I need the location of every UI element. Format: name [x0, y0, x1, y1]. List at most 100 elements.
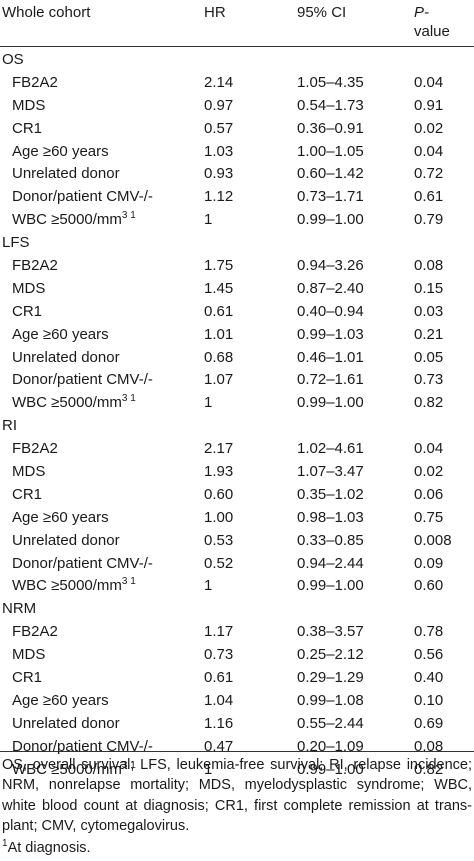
- hr-value: 0.53: [204, 531, 234, 549]
- row-label-text: Age ≥60 years: [12, 508, 109, 526]
- table-row: WBC ≥5000/mm3 1 1 0.99–1.00 0.60: [0, 575, 474, 598]
- p-value: 0.60: [414, 577, 444, 595]
- table-row: CR1 0.57 0.36–0.91 0.02: [0, 118, 474, 141]
- row-label-text: CR1: [12, 119, 43, 137]
- row-label: Unrelated donor: [12, 530, 120, 553]
- ci-value: 0.99–1.03: [297, 325, 364, 343]
- p-value: 0.69: [414, 714, 444, 732]
- row-label: MDS: [12, 278, 45, 301]
- hr-value: 1.17: [204, 623, 234, 641]
- p-value: 0.02: [414, 463, 444, 481]
- row-label-text: Unrelated donor: [12, 531, 120, 549]
- p-value: 0.02: [414, 119, 444, 137]
- ci-value: 0.94–2.44: [297, 554, 364, 572]
- row-label: WBC ≥5000/mm3 1: [12, 209, 136, 232]
- row-label-superscript: 3 1: [121, 210, 136, 222]
- p-value: 0.82: [414, 760, 444, 778]
- row-label-text: WBC ≥5000/mm: [12, 760, 122, 778]
- row-label: CR1: [12, 667, 42, 690]
- table-bottom-rule: [0, 751, 474, 752]
- p-value: 0.05: [414, 348, 444, 366]
- table-row: Donor/patient CMV-/- 0.52 0.94–2.44 0.09: [0, 553, 474, 576]
- hr-value: 1: [204, 760, 213, 778]
- ci-value: 0.20–1.09: [297, 737, 364, 755]
- ci-value: 0.55–2.44: [297, 714, 364, 732]
- header-value-word: value: [414, 23, 450, 40]
- table-row: FB2A2 2.14 1.05–4.35 0.04: [0, 72, 474, 95]
- table-row: Age ≥60 years 1.04 0.99–1.08 0.10: [0, 690, 474, 713]
- hr-value: 0.57: [204, 119, 234, 137]
- header-hr: HR: [204, 4, 226, 21]
- table-row: Donor/patient CMV-/- 1.07 0.72–1.61 0.73: [0, 369, 474, 392]
- ci-value: 1.07–3.47: [297, 463, 364, 481]
- p-value: 0.75: [414, 508, 444, 526]
- section-row: OS: [0, 49, 474, 72]
- row-label: Age ≥60 years: [12, 141, 109, 164]
- ci-value: 0.99–1.00: [297, 394, 364, 412]
- row-label-text: FB2A2: [12, 257, 58, 275]
- table-row: MDS 1.45 0.87–2.40 0.15: [0, 278, 474, 301]
- p-value: 0.08: [414, 257, 444, 275]
- row-label-text: Age ≥60 years: [12, 691, 109, 709]
- ci-value: 0.98–1.03: [297, 508, 364, 526]
- footnote-line: plant; CMV, cytomegalovirus.: [2, 818, 190, 835]
- row-label-text: Unrelated donor: [12, 348, 120, 366]
- row-label-text: Unrelated donor: [12, 165, 120, 183]
- ci-value: 0.33–0.85: [297, 531, 364, 549]
- footnote-line: OS, overall survival; LFS, leukemia-free…: [2, 757, 472, 773]
- table-row: Age ≥60 years 1.01 0.99–1.03 0.21: [0, 324, 474, 347]
- row-label-text: Age ≥60 years: [12, 325, 109, 343]
- ci-value: 1.05–4.35: [297, 73, 364, 91]
- ci-value: 1.00–1.05: [297, 142, 364, 160]
- ci-value: 0.99–1.00: [297, 760, 364, 778]
- ci-value: 0.72–1.61: [297, 371, 364, 389]
- ci-value: 0.36–0.91: [297, 119, 364, 137]
- row-label-text: Donor/patient CMV-/-: [12, 737, 153, 755]
- table-row: FB2A2 2.17 1.02–4.61 0.04: [0, 438, 474, 461]
- note-text: At diagnosis.: [7, 840, 91, 856]
- hr-value: 2.14: [204, 73, 234, 91]
- row-label-text: WBC ≥5000/mm: [12, 211, 122, 229]
- p-value: 0.06: [414, 485, 444, 503]
- table-row: Age ≥60 years 1.03 1.00–1.05 0.04: [0, 141, 474, 164]
- row-label: WBC ≥5000/mm3 1: [12, 392, 136, 415]
- p-value: 0.82: [414, 394, 444, 412]
- row-label: MDS: [12, 461, 45, 484]
- row-label-text: CR1: [12, 485, 43, 503]
- hr-value: 1.01: [204, 325, 234, 343]
- p-value: 0.04: [414, 73, 444, 91]
- table-footnote: OS, overall survival; LFS, leukemia-free…: [2, 755, 472, 837]
- ci-value: 0.87–2.40: [297, 279, 364, 297]
- table-header: Whole cohort HR 95% CI P- value: [0, 0, 474, 46]
- row-label-text: WBC ≥5000/mm: [12, 394, 122, 412]
- p-value: 0.79: [414, 211, 444, 229]
- table-row: Donor/patient CMV-/- 1.12 0.73–1.71 0.61: [0, 186, 474, 209]
- row-label: MDS: [12, 644, 45, 667]
- hr-value: 1.03: [204, 142, 234, 160]
- row-label: WBC ≥5000/mm3 1: [12, 575, 136, 598]
- table-row: WBC ≥5000/mm3 1 1 0.99–1.00 0.82: [0, 759, 474, 782]
- p-value: 0.40: [414, 669, 444, 687]
- row-label-text: MDS: [12, 646, 46, 664]
- hr-value: 1.93: [204, 463, 234, 481]
- row-label-superscript: 3 1: [121, 576, 136, 588]
- ci-value: 0.25–2.12: [297, 646, 364, 664]
- hr-value: 0.47: [204, 737, 234, 755]
- table-row: MDS 0.73 0.25–2.12 0.56: [0, 644, 474, 667]
- ci-value: 0.94–3.26: [297, 257, 364, 275]
- table-body: OS FB2A2 2.14 1.05–4.35 0.04 MDS 0.97 0.54–1.73…: [0, 49, 474, 782]
- row-label: FB2A2: [12, 621, 58, 644]
- row-label: Donor/patient CMV-/-: [12, 186, 153, 209]
- row-label-superscript: 3 1: [121, 393, 136, 405]
- ci-value: 0.99–1.00: [297, 577, 364, 595]
- note-marker: 1: [2, 838, 8, 850]
- row-label: Donor/patient CMV-/-: [12, 736, 153, 759]
- ci-value: 0.99–1.08: [297, 691, 364, 709]
- row-label: FB2A2: [12, 438, 58, 461]
- header-whole-cohort: Whole cohort: [2, 4, 91, 21]
- p-value: 0.04: [414, 440, 444, 458]
- row-label: Unrelated donor: [12, 163, 120, 186]
- row-label-text: CR1: [12, 669, 43, 687]
- row-label: CR1: [12, 301, 42, 324]
